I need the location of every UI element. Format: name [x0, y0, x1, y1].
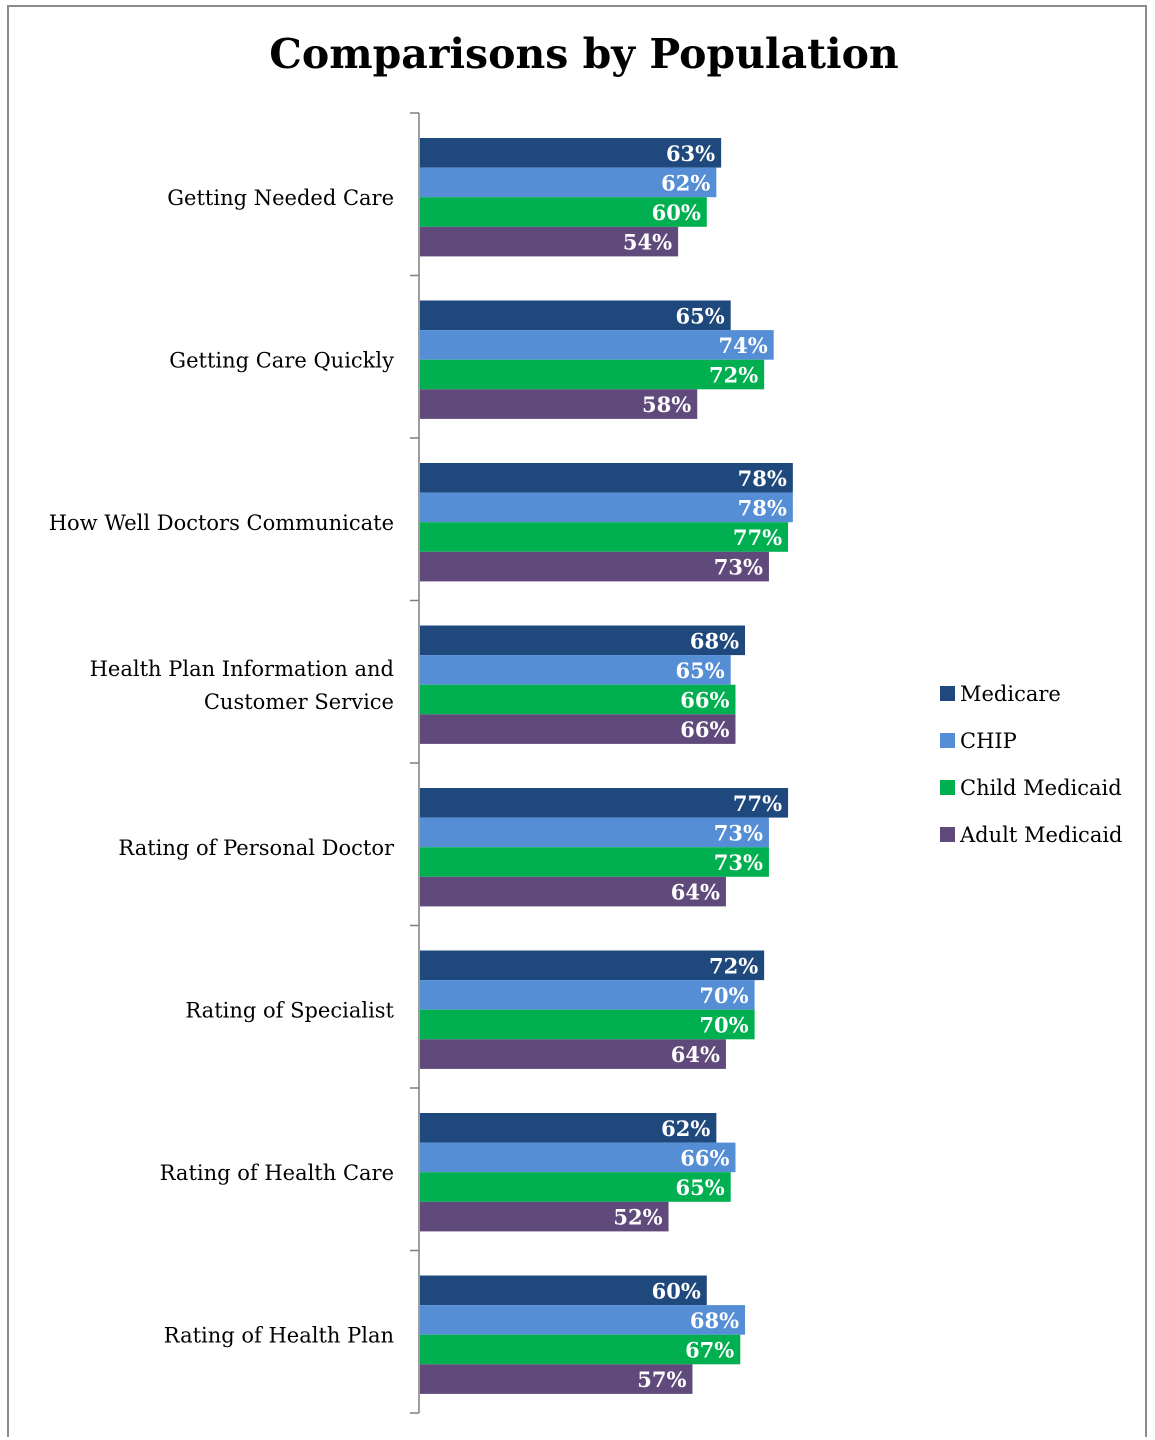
category-label: Getting Care Quickly — [169, 349, 394, 373]
data-label: 66% — [680, 688, 729, 713]
bar — [420, 1275, 707, 1306]
bar — [420, 138, 722, 168]
bar — [420, 330, 774, 360]
data-label: 63% — [666, 141, 715, 166]
category-label: Rating of Specialist — [185, 999, 394, 1023]
legend-swatch — [940, 686, 955, 701]
data-label: 72% — [709, 363, 758, 388]
data-label: 66% — [680, 717, 729, 742]
legend-swatch — [940, 827, 955, 842]
bar — [420, 359, 765, 390]
data-label: 70% — [699, 983, 748, 1008]
data-label: 77% — [733, 791, 782, 816]
bar — [420, 522, 789, 552]
bar — [420, 625, 746, 656]
bar — [420, 655, 731, 685]
data-label: 78% — [738, 495, 787, 520]
data-label: 65% — [676, 1175, 725, 1200]
legend-label: CHIP — [960, 729, 1017, 753]
bar — [420, 788, 789, 818]
legend-label: Adult Medicaid — [959, 823, 1123, 847]
bar — [420, 167, 717, 198]
bar — [420, 1172, 731, 1202]
data-label: 54% — [623, 230, 672, 255]
data-label: 67% — [685, 1338, 734, 1363]
bar — [420, 1201, 669, 1232]
data-label: 62% — [661, 1116, 710, 1141]
legend-swatch — [940, 780, 955, 795]
data-label: 77% — [733, 525, 782, 550]
bar — [420, 876, 726, 907]
data-label: 68% — [690, 628, 739, 653]
bar — [420, 463, 793, 493]
legend-swatch — [940, 733, 955, 748]
data-label: 60% — [652, 200, 701, 225]
data-label: 64% — [671, 1042, 720, 1067]
bar — [420, 817, 769, 848]
data-label: 73% — [714, 820, 763, 845]
data-label: 73% — [714, 555, 763, 580]
category-label: Getting Needed Care — [167, 186, 394, 210]
data-label: 65% — [676, 303, 725, 328]
data-label: 72% — [709, 953, 758, 978]
bar — [420, 1113, 717, 1143]
bar — [420, 197, 707, 227]
data-label: 60% — [652, 1278, 701, 1303]
bar — [420, 1305, 746, 1335]
data-label: 73% — [714, 850, 763, 875]
bar — [420, 551, 769, 582]
bar — [420, 1009, 755, 1040]
data-label: 62% — [661, 170, 710, 195]
data-label: 66% — [680, 1145, 729, 1170]
data-label: 70% — [699, 1013, 748, 1038]
bar — [420, 1142, 736, 1173]
chart-frame — [7, 5, 1147, 1437]
bar — [420, 847, 769, 877]
bar — [420, 684, 736, 715]
data-label: 68% — [690, 1308, 739, 1333]
category-label: Rating of Health Care — [160, 1161, 394, 1185]
bar — [420, 389, 698, 419]
legend-label: Medicare — [960, 682, 1061, 706]
data-label: 52% — [613, 1205, 662, 1230]
data-label: 57% — [637, 1367, 686, 1392]
data-label: 74% — [719, 333, 768, 358]
chart-title: Comparisons by Population — [269, 30, 899, 78]
bar — [420, 300, 731, 331]
bar — [420, 950, 765, 981]
bar — [420, 714, 736, 744]
category-label: How Well Doctors Communicate — [49, 511, 394, 535]
bar — [420, 1334, 741, 1365]
bar — [420, 980, 755, 1010]
bar — [420, 1039, 726, 1069]
category-label: Health Plan Information and — [90, 657, 394, 681]
data-label: 58% — [642, 392, 691, 417]
bar — [420, 1364, 693, 1394]
category-label: Customer Service — [204, 690, 394, 714]
bar — [420, 492, 793, 523]
data-label: 64% — [671, 880, 720, 905]
category-label: Rating of Personal Doctor — [118, 836, 395, 860]
data-label: 78% — [738, 466, 787, 491]
data-label: 65% — [676, 658, 725, 683]
bar — [420, 226, 679, 257]
legend-label: Child Medicaid — [960, 776, 1122, 800]
category-label: Rating of Health Plan — [164, 1324, 394, 1348]
